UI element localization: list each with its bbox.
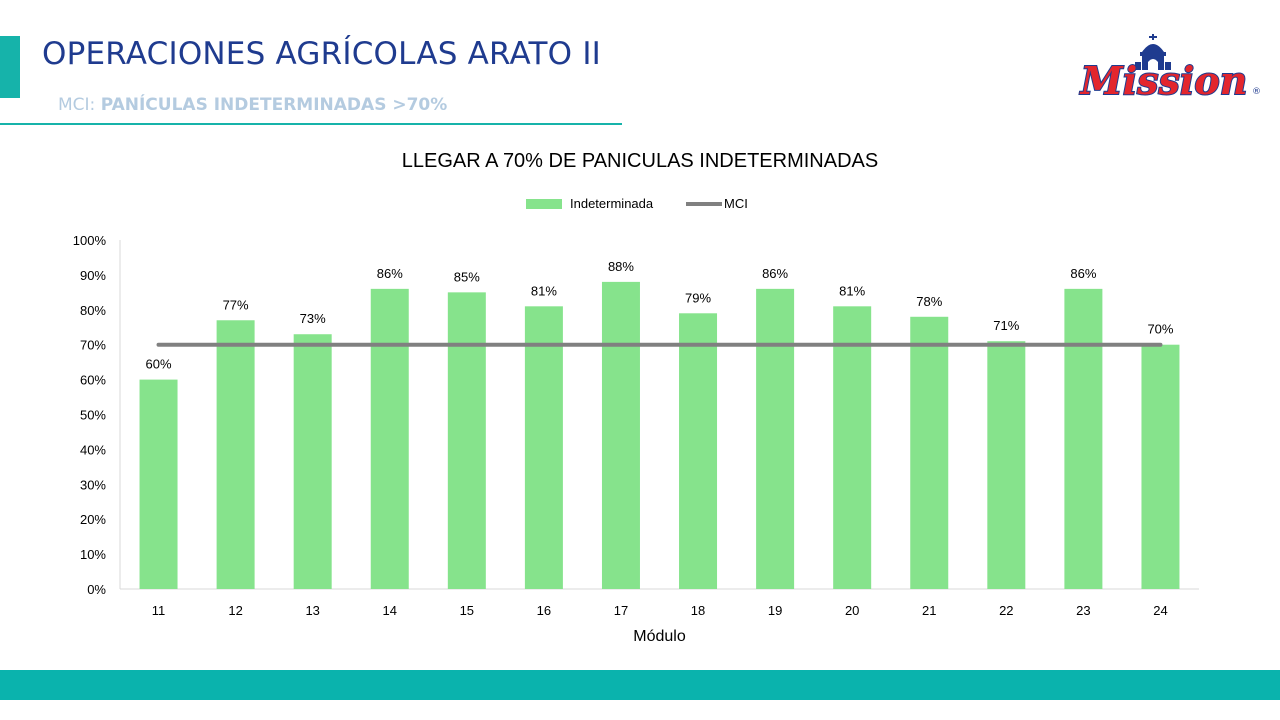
legend-item-mci: MCI bbox=[686, 196, 748, 211]
y-tick-label: 10% bbox=[80, 547, 106, 562]
bar bbox=[756, 288, 795, 589]
bar-data-label: 86% bbox=[377, 266, 403, 281]
bar-data-label: 86% bbox=[1070, 266, 1096, 281]
bar bbox=[524, 306, 563, 589]
subtitle-prefix: MCI: bbox=[58, 95, 101, 115]
title-accent-bar bbox=[0, 36, 20, 98]
bar-data-label: 79% bbox=[685, 290, 711, 305]
title-underline bbox=[0, 123, 622, 125]
bar bbox=[987, 341, 1026, 589]
chapel-icon bbox=[1135, 34, 1171, 70]
x-tick-label: 14 bbox=[383, 603, 397, 618]
y-tick-label: 0% bbox=[87, 582, 106, 597]
y-tick-label: 80% bbox=[80, 303, 106, 318]
bar-data-label: 77% bbox=[223, 297, 249, 312]
y-tick-label: 90% bbox=[80, 268, 106, 283]
x-axis-title: Módulo bbox=[633, 628, 686, 645]
legend-swatch-line bbox=[686, 201, 722, 206]
bar bbox=[833, 306, 872, 589]
x-tick-label: 15 bbox=[460, 603, 474, 618]
bar-data-label: 81% bbox=[839, 283, 865, 298]
y-tick-label: 60% bbox=[80, 373, 106, 388]
x-tick-label: 21 bbox=[922, 603, 936, 618]
bar-data-label: 88% bbox=[608, 259, 634, 274]
x-tick-label: 22 bbox=[999, 603, 1013, 618]
x-tick-label: 16 bbox=[537, 603, 551, 618]
x-tick-label: 24 bbox=[1153, 603, 1167, 618]
bar bbox=[1064, 288, 1103, 589]
bar-data-label: 85% bbox=[454, 269, 480, 284]
bar bbox=[910, 316, 949, 589]
bar-data-label: 70% bbox=[1147, 322, 1173, 337]
legend-swatch-bar bbox=[526, 198, 562, 209]
bar bbox=[447, 292, 486, 589]
y-tick-label: 20% bbox=[80, 512, 106, 527]
slide-subtitle: MCI: PANÍCULAS INDETERMINADAS >70% bbox=[58, 95, 447, 115]
x-tick-label: 11 bbox=[152, 603, 166, 618]
footer-band bbox=[0, 670, 1280, 700]
y-tick-label: 100% bbox=[73, 233, 107, 248]
subtitle-bold: PANÍCULAS INDETERMINADAS >70% bbox=[100, 95, 448, 115]
y-tick-label: 40% bbox=[80, 442, 106, 457]
bar bbox=[293, 334, 332, 589]
bar-data-label: 86% bbox=[762, 266, 788, 281]
legend-label-mci: MCI bbox=[724, 196, 748, 211]
logo-wordmark: Mission bbox=[1079, 58, 1248, 103]
slide-title: OPERACIONES AGRÍCOLAS ARATO II bbox=[42, 36, 602, 72]
bar-data-label: 71% bbox=[993, 318, 1019, 333]
x-tick-label: 13 bbox=[305, 603, 319, 618]
bar bbox=[370, 288, 409, 589]
x-tick-label: 18 bbox=[691, 603, 705, 618]
bar bbox=[679, 313, 718, 589]
chart-title: LLEGAR A 70% DE PANICULAS INDETERMINADAS bbox=[401, 150, 879, 172]
y-tick-label: 30% bbox=[80, 477, 106, 492]
mission-logo: Mission ® bbox=[1078, 34, 1261, 104]
bar bbox=[601, 281, 640, 589]
bar bbox=[1141, 344, 1180, 589]
y-tick-label: 70% bbox=[80, 338, 106, 353]
bar bbox=[139, 379, 178, 589]
x-tick-label: 23 bbox=[1076, 603, 1090, 618]
bar-chart: 0% 10% 20% 30% 40% 50% 60% 70% 80% 90% 100% 60% 77% 7… bbox=[73, 233, 1199, 645]
x-tick-label: 12 bbox=[228, 603, 242, 618]
bar-data-label: 73% bbox=[300, 311, 326, 326]
legend-item-indeterminada: Indeterminada bbox=[526, 196, 653, 211]
legend-label-indeterminada: Indeterminada bbox=[570, 196, 654, 211]
y-tick-label: 50% bbox=[80, 408, 106, 423]
logo-registered-mark: ® bbox=[1252, 87, 1261, 97]
bar-data-label: 60% bbox=[146, 357, 172, 372]
bar-data-label: 81% bbox=[531, 283, 557, 298]
x-tick-label: 20 bbox=[845, 603, 859, 618]
bar-data-label: 78% bbox=[916, 294, 942, 309]
bar bbox=[216, 320, 255, 589]
x-tick-label: 19 bbox=[768, 603, 782, 618]
x-tick-label: 17 bbox=[614, 603, 628, 618]
